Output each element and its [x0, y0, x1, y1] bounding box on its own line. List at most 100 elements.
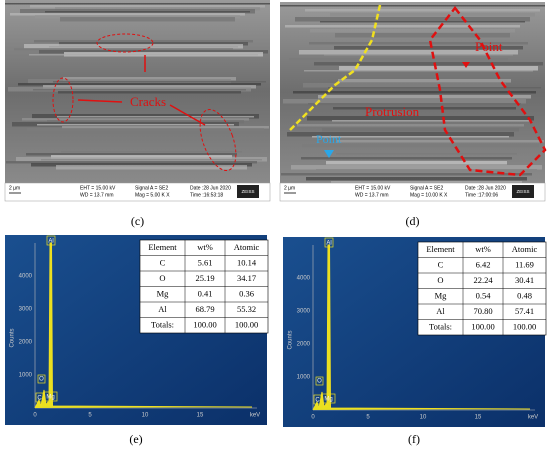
sem-texture: [305, 9, 540, 12]
info-text: Mag = 10.00 K X: [410, 192, 448, 198]
peak-box: [35, 392, 44, 403]
sem-texture: [335, 33, 510, 38]
sem-texture: [30, 5, 265, 8]
sem-texture: [281, 173, 532, 176]
table-header: Element: [148, 242, 177, 252]
sem-texture: [280, 5, 545, 7]
x-tick-label: 5: [88, 413, 92, 419]
sem-texture: [308, 103, 521, 105]
info-text: Mag = 5.00 K X: [135, 192, 170, 198]
sem-texture: [318, 95, 531, 99]
x-tick-label: 5: [366, 415, 370, 421]
sem-texture: [337, 140, 544, 143]
sem-texture: [297, 124, 524, 127]
sem-texture: [37, 124, 234, 126]
table-cell: Mg: [435, 291, 448, 301]
table-cell: Totals:: [429, 322, 452, 332]
y-tick-label: 3000: [297, 309, 311, 315]
peak-label: Mg: [324, 397, 332, 403]
sem-texture: [283, 99, 526, 104]
sem-texture: [336, 153, 517, 155]
sem-texture: [5, 3, 270, 5]
table-cell: C: [160, 258, 166, 268]
sem-texture: [295, 17, 530, 22]
arrow: [77, 99, 123, 103]
table-cell: C: [438, 260, 444, 270]
sem-texture: [14, 48, 233, 51]
info-text: Date :28 Jun 2020: [465, 185, 506, 191]
table-cell: 34.17: [237, 273, 256, 283]
sem-texture: [57, 116, 254, 118]
sem-texture: [43, 85, 256, 89]
peak-label: Mg: [46, 395, 54, 401]
table-header: wt%: [475, 244, 491, 254]
y-axis-label: Counts: [10, 328, 16, 347]
scale-bar-label: 2 µm: [284, 185, 295, 191]
sem-texture: [51, 155, 232, 159]
y-tick-label: 1000: [19, 373, 33, 379]
sem-texture: [322, 128, 519, 132]
point-marker: [324, 150, 334, 158]
panel-label: (e): [129, 432, 142, 446]
table-cell: 100.00: [513, 322, 536, 332]
info-text: Time :16:53:18: [190, 192, 223, 198]
table-header: Atomic: [512, 244, 538, 254]
sem-texture: [302, 144, 539, 148]
sem-texture: [287, 132, 514, 137]
spectrum: [312, 244, 531, 411]
x-tick-label: 0: [311, 415, 315, 421]
annotation: Point: [475, 39, 503, 54]
info-text: Signal A = SE2: [135, 185, 168, 191]
x-tick-label: 10: [142, 413, 149, 419]
crack-outline: [52, 77, 74, 123]
sem-texture: [29, 54, 258, 56]
x-tick-label: 15: [197, 413, 204, 419]
annotation: Cracks: [130, 94, 166, 109]
peak-box: [46, 235, 56, 246]
sem-texture: [309, 42, 528, 45]
info-bar: [279, 182, 546, 202]
table-cell: 55.32: [237, 304, 256, 314]
sem-texture: [314, 62, 543, 66]
sem-texture: [285, 25, 520, 28]
info-text: EHT = 15.00 kV: [355, 185, 391, 191]
table-header: wt%: [197, 242, 213, 252]
sem-texture: [293, 91, 536, 94]
panel-label: (c): [131, 214, 144, 228]
sem-texture: [304, 70, 533, 72]
sem-texture: [33, 89, 246, 91]
table-header: Atomic: [234, 242, 260, 252]
peak-box: [321, 393, 336, 404]
sem-texture: [26, 153, 237, 156]
table-cell: 10.14: [237, 258, 257, 268]
table-cell: O: [159, 273, 165, 283]
sem-texture: [61, 151, 242, 153]
sem-texture: [299, 50, 518, 55]
sem-texture: [328, 87, 541, 89]
info-text: Signal A = SE2: [410, 185, 443, 191]
sem-texture: [310, 29, 515, 33]
sem-texture: [27, 128, 264, 132]
x-unit: keV: [528, 415, 538, 421]
y-tick-label: 1000: [297, 375, 311, 381]
peak-label: O: [317, 379, 322, 385]
sem-texture: [339, 66, 538, 71]
table-cell: 0.36: [239, 289, 254, 299]
sem-texture: [56, 165, 247, 170]
info-text: Time :17:00:06: [465, 192, 498, 198]
table-cell: Mg: [157, 289, 170, 299]
sem-texture: [34, 40, 253, 43]
logo: ZEISS: [516, 189, 529, 194]
table-cell: 57.41: [515, 306, 534, 316]
table-cell: 5.61: [198, 258, 213, 268]
peak-box: [37, 374, 46, 384]
logo-box: [237, 185, 259, 198]
table-cell: Totals:: [151, 320, 174, 330]
sem-texture: [63, 77, 236, 81]
table-cell: 100.00: [193, 320, 216, 330]
x-unit: keV: [250, 413, 260, 419]
peak-box: [315, 376, 324, 386]
peak-label: Al: [326, 241, 331, 247]
y-tick-label: 4000: [297, 276, 311, 282]
